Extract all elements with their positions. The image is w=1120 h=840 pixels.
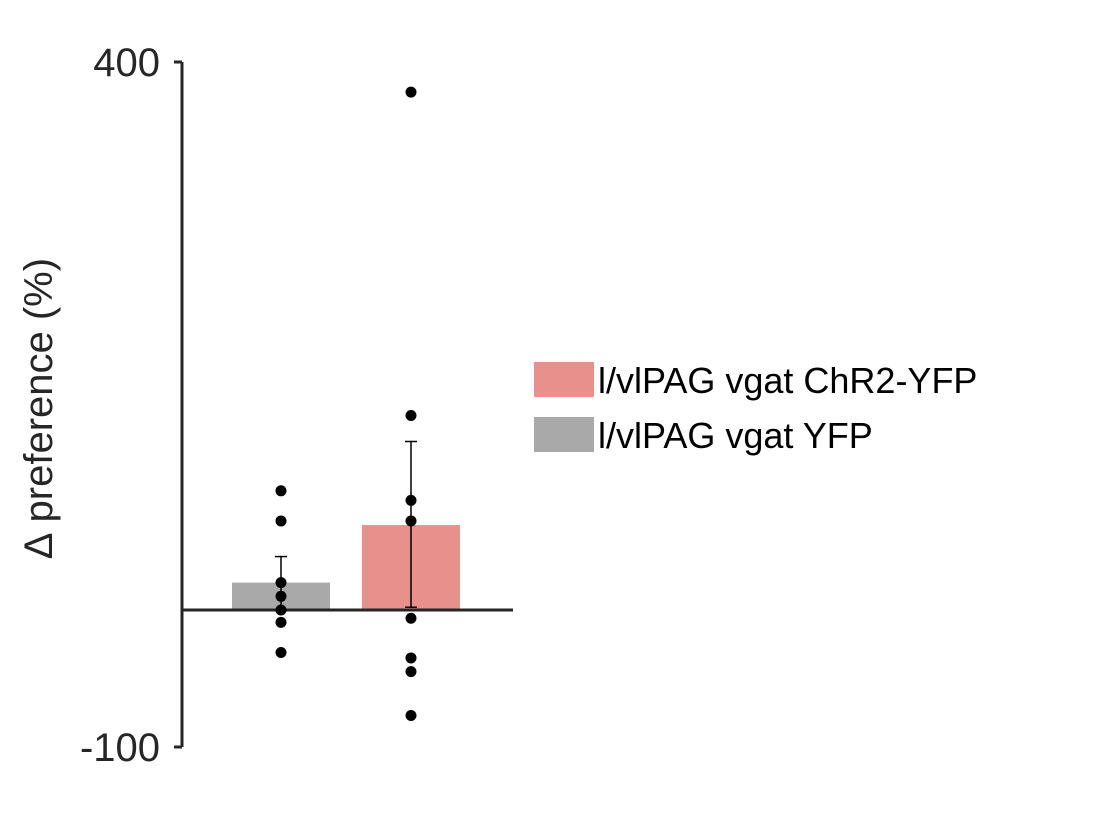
data-point-chr2-0 — [405, 86, 417, 98]
data-point-chr2-1 — [405, 409, 417, 421]
legend: l/vlPAG vgat ChR2-YFP l/vlPAG vgat YFP — [534, 360, 977, 456]
data-point-yfp-4 — [275, 604, 287, 616]
plot-area — [182, 86, 513, 721]
data-point-chr2-6 — [405, 666, 417, 678]
data-point-chr2-3 — [405, 515, 417, 527]
y-axis-label: ∆ preference (%) — [17, 258, 61, 558]
y-tick-label-minus-100: -100 — [80, 726, 160, 770]
data-point-chr2-4 — [405, 612, 417, 624]
legend-swatch-yfp — [534, 417, 594, 452]
data-point-chr2-5 — [405, 652, 417, 664]
y-tick-label-400: 400 — [93, 41, 160, 85]
data-point-chr2-7 — [405, 709, 417, 721]
data-point-yfp-3 — [275, 590, 287, 602]
data-point-yfp-1 — [275, 515, 287, 527]
data-point-chr2-2 — [405, 494, 417, 506]
data-point-yfp-0 — [275, 485, 287, 497]
data-point-yfp-2 — [275, 577, 287, 589]
legend-swatch-chr2 — [534, 362, 594, 397]
legend-label-chr2: l/vlPAG vgat ChR2-YFP — [598, 360, 977, 401]
data-point-yfp-6 — [275, 646, 287, 658]
legend-label-yfp: l/vlPAG vgat YFP — [598, 415, 873, 456]
data-point-yfp-5 — [275, 616, 287, 628]
